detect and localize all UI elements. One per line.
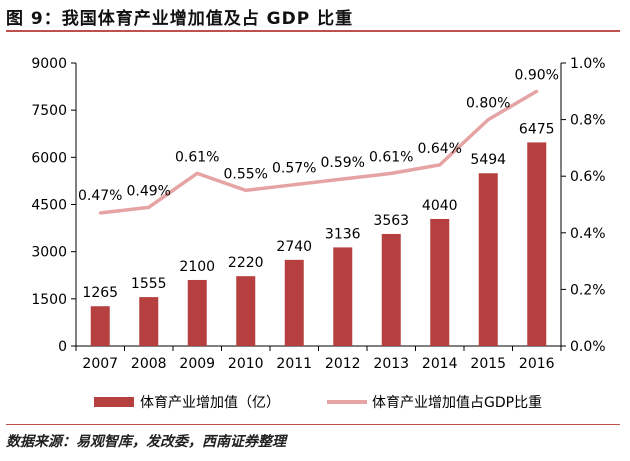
bar-value-label: 5494 [470,152,506,168]
line-value-label: 0.49% [127,183,171,199]
bar [333,247,353,346]
bar-value-label: 3563 [373,213,409,229]
line-value-label: 0.47% [78,188,122,204]
legend-line-label: 体育产业增加值占GDP比重 [372,395,542,411]
x-tick-label: 2007 [82,356,118,372]
left-tick-label: 7500 [31,103,67,119]
bar-value-label: 2220 [228,255,264,271]
x-tick-label: 2010 [228,356,264,372]
left-tick-label: 0 [58,339,67,355]
right-tick-label: 0.2% [570,282,606,298]
line-value-label: 0.61% [175,149,219,165]
line-point [486,118,490,122]
x-tick-label: 2016 [519,356,555,372]
line-point [438,163,442,167]
line-value-label: 0.80% [466,96,510,112]
source-divider [6,424,620,425]
right-tick-label: 0.0% [570,339,606,355]
left-tick-label: 6000 [31,150,67,166]
x-tick-label: 2013 [373,356,409,372]
left-tick-label: 9000 [31,56,67,72]
line-point [195,171,199,175]
line-value-label: 0.57% [272,161,316,177]
chart-title: 图 9：我国体育产业增加值及占 GDP 比重 [6,9,354,29]
bar [139,297,159,346]
x-tick-label: 2008 [131,356,167,372]
right-tick-label: 0.6% [570,169,606,185]
line-value-label: 0.64% [418,141,462,157]
line-point [98,211,102,215]
legend-bar-swatch [94,397,134,407]
bar [90,306,110,346]
left-tick-label: 1500 [31,292,67,308]
line-point [341,177,345,181]
x-tick-label: 2009 [179,356,215,372]
bar-value-label: 1555 [131,276,167,292]
bar [236,276,256,346]
line-point [244,188,248,192]
line-point [147,205,151,209]
left-tick-label: 3000 [31,245,67,261]
x-tick-label: 2012 [325,356,361,372]
line-value-label: 0.59% [321,155,365,171]
right-tick-label: 0.4% [570,226,606,242]
bar [381,233,401,346]
line-point [292,183,296,187]
bar [527,142,547,346]
bar-value-label: 4040 [422,198,458,214]
bar [284,259,304,346]
bar [478,173,498,346]
x-tick-label: 2011 [276,356,312,372]
bar-value-label: 1265 [82,285,118,301]
line-point [389,171,393,175]
line-value-label: 0.90% [515,67,559,83]
bar-value-label: 2100 [179,259,215,275]
title-divider [6,30,620,32]
bar-value-label: 3136 [325,226,361,242]
line-point [535,89,539,93]
ratio-line [100,89,538,215]
source-note: 数据来源：易观智库，发改委，西南证券整理 [6,434,286,450]
bar-value-label: 6475 [519,121,555,137]
x-tick-label: 2015 [470,356,506,372]
bar [187,279,207,346]
bar-value-label: 2740 [276,239,312,255]
chart: 0 1500 3000 4500 6000 7500 9000 0.0% 0.2% 0.4% 0.6… [31,56,606,411]
line-value-label: 0.61% [369,149,413,165]
right-tick-label: 1.0% [570,56,606,72]
x-tick-label: 2014 [422,356,458,372]
bar [430,218,450,346]
left-tick-label: 4500 [31,198,67,214]
right-tick-label: 0.8% [570,113,606,129]
legend-bar-label: 体育产业增加值（亿） [140,395,280,411]
line-value-label: 0.55% [224,166,268,182]
